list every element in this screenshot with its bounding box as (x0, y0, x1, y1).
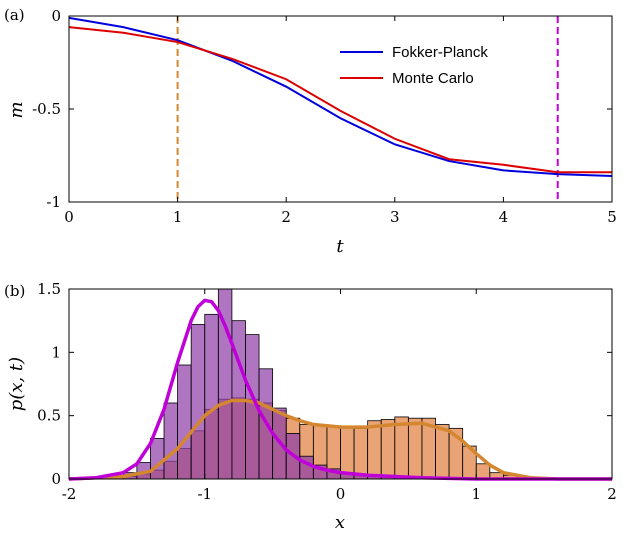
b-y-tick-label: 0 (51, 470, 61, 488)
histogram-bar-0 (475, 463, 491, 480)
b-y-tick-label: 0.5 (37, 407, 61, 425)
panel-a-x-ticks: 0 1 2 3 4 5 (64, 16, 617, 226)
density-curve-1 (68, 298, 612, 481)
panel-a-y-axis-label: m (6, 101, 27, 118)
histogram-bar-1 (204, 313, 219, 480)
histogram-bar-0 (394, 416, 409, 480)
legend: Fokker-Planck Monte Carlo (330, 40, 535, 92)
panel-b-y-axis-label: p(x, t) (6, 357, 27, 411)
panel-b-label: (b) (4, 282, 25, 300)
panel-a-x-axis-label: t (336, 236, 344, 257)
legend-box (330, 40, 535, 92)
legend-label-fokker-planck: Fokker-Planck (392, 44, 488, 61)
histogram-bar-1 (177, 364, 192, 480)
b-x-tick-label: 1 (471, 485, 481, 503)
legend-label-monte-carlo: Monte Carlo (392, 70, 474, 87)
histogram-bar-0 (435, 424, 450, 480)
histogram-bar-0 (353, 427, 369, 480)
b-x-tick-label: -1 (197, 485, 212, 503)
panel-a: (a) 0 1 2 3 4 5 0 -0.5 -1 t m Fokker-Planck Mon… (4, 6, 617, 257)
series-line-1 (68, 26, 612, 174)
panel-b: (b) -2 -1 0 1 2 0 0.5 1 1.5 x p(x, t) (4, 280, 617, 533)
density-curve-0 (68, 398, 612, 481)
panel-b-x-ticks: -2 -1 0 1 2 (62, 289, 617, 503)
a-x-tick-label: 1 (173, 208, 183, 226)
panel-a-label: (a) (4, 6, 25, 24)
a-x-tick-label: 2 (281, 208, 291, 226)
b-x-tick-label: -2 (62, 485, 77, 503)
histogram-bar-1 (190, 324, 206, 480)
panel-b-x-axis-label: x (335, 512, 345, 533)
b-x-tick-label: 0 (336, 485, 346, 503)
series-line-0 (68, 16, 613, 177)
a-x-tick-label: 5 (607, 208, 617, 226)
histogram-bar-0 (367, 420, 382, 480)
panel-a-y-ticks: 0 -0.5 -1 (32, 7, 612, 211)
panel-a-vertical-lines (176, 16, 559, 202)
a-x-tick-label: 4 (499, 208, 509, 226)
a-x-tick-label: 0 (64, 208, 74, 226)
b-y-tick-label: 1.5 (37, 280, 61, 298)
b-x-tick-label: 2 (607, 485, 617, 503)
panel-b-curves (68, 298, 612, 481)
histogram-bar-1 (150, 438, 165, 480)
a-x-tick-label: 3 (390, 208, 400, 226)
histogram-bar-0 (380, 419, 396, 480)
b-y-tick-label: 1 (51, 343, 61, 361)
a-y-tick-label: -1 (46, 193, 61, 211)
panel-a-series (68, 16, 613, 177)
histogram-bar-1 (163, 402, 179, 480)
panel-b-y-ticks: 0 0.5 1 1.5 (37, 280, 612, 488)
histogram-bar-0 (407, 417, 423, 480)
a-y-tick-label: -0.5 (32, 100, 61, 118)
a-y-tick-label: 0 (51, 7, 61, 25)
